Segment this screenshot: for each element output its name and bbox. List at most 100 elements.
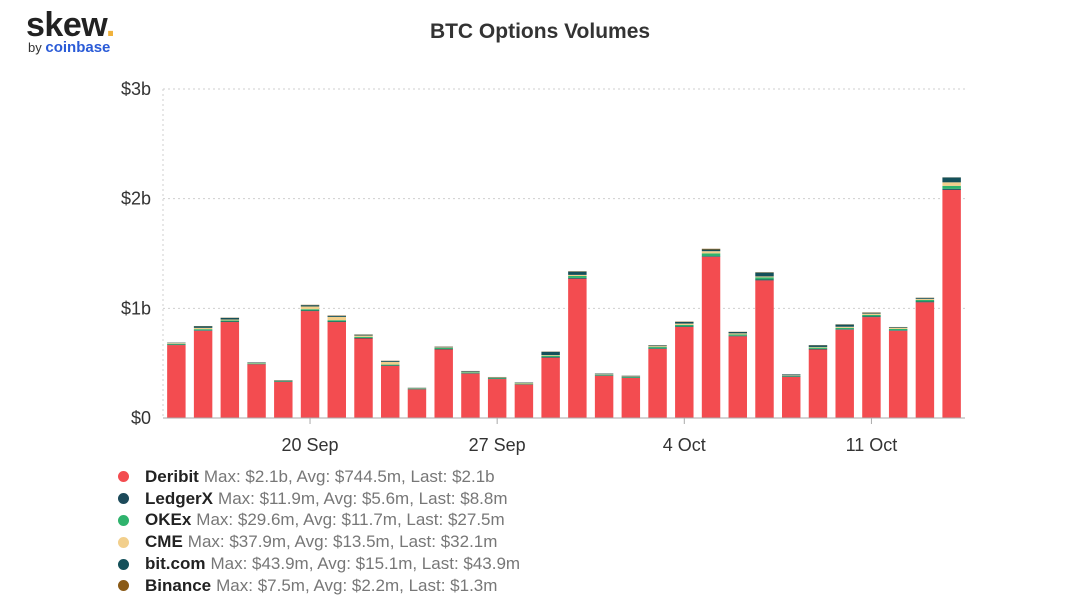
- bar-segment-deribit: [434, 349, 453, 418]
- bar-segment-ledgerx: [755, 279, 774, 281]
- bar-segment-bit-com: [888, 327, 908, 328]
- bar-segment-okex: [514, 383, 534, 385]
- bar-segment-bit-com: [568, 271, 587, 275]
- bar-segment-deribit: [915, 302, 935, 418]
- bar-segment-ledgerx: [300, 310, 320, 312]
- bar-segment-okex: [701, 253, 721, 257]
- bar-segment-okex: [407, 388, 427, 390]
- bar-segment-ledgerx: [942, 188, 961, 190]
- bar-segment-cme: [888, 327, 908, 329]
- bar-segment-okex: [354, 336, 373, 338]
- bar-segment-cme: [915, 298, 935, 300]
- x-tick-label: 27 Sep: [469, 435, 526, 455]
- y-tick-label: $0: [131, 408, 151, 428]
- bar-segment-okex: [247, 363, 266, 364]
- legend-item: LedgerX Max: $11.9m, Avg: $5.6m, Last: $8…: [118, 488, 520, 510]
- bar-segment-cme: [862, 313, 881, 315]
- bar-segment-bit-com: [862, 312, 881, 314]
- bar-segment-deribit: [354, 338, 373, 418]
- bar-segment-okex: [434, 347, 453, 350]
- bar-segment-ledgerx: [675, 326, 694, 327]
- bar-segment-okex: [487, 377, 507, 379]
- legend-series-name: LedgerX: [145, 488, 214, 508]
- bar-segment-bit-com: [541, 351, 560, 356]
- bar-segment-cme: [167, 343, 186, 344]
- bar-segment-deribit: [220, 322, 240, 418]
- bar-segment-okex: [835, 327, 854, 330]
- bar-segment-ledgerx: [888, 330, 908, 331]
- bar-segment-ledgerx: [327, 321, 346, 323]
- bar-segment-okex: [274, 380, 293, 382]
- bar-segment-ledgerx: [648, 348, 667, 349]
- legend-item: Binance Max: $7.5m, Avg: $2.2m, Last: $1.…: [118, 575, 520, 597]
- bar-segment-ledgerx: [701, 256, 721, 257]
- legend-dot: [118, 558, 129, 570]
- bar-segment-bit-com: [300, 305, 320, 307]
- bar-segment-bit-com: [461, 371, 480, 372]
- logo-dot: .: [105, 6, 115, 44]
- bar-segment-cme: [648, 346, 667, 348]
- bar-segment-cme: [755, 276, 774, 278]
- bar-segment-bit-com: [220, 317, 240, 320]
- legend-item: Deribit Max: $2.1b, Avg: $744.5m, Last: $…: [118, 466, 520, 488]
- bar-segment-okex: [381, 364, 400, 366]
- bar-segment-deribit: [541, 357, 560, 418]
- bar-segment-bit-com: [915, 297, 935, 299]
- bar-segment-ledgerx: [568, 277, 587, 279]
- bar-segment-okex: [888, 328, 908, 331]
- chart-legend: Deribit Max: $2.1b, Avg: $744.5m, Last: $…: [118, 466, 520, 597]
- bar-segment-cme: [541, 355, 560, 356]
- bar-segment-okex: [782, 375, 801, 377]
- bar-segment-deribit: [862, 317, 881, 418]
- bar-segment-deribit: [274, 381, 293, 418]
- bar-segment-okex: [193, 329, 213, 331]
- bar-segment-ledgerx: [354, 337, 373, 339]
- bar-segment-deribit: [487, 379, 507, 418]
- bar-segment-bit-com: [675, 321, 694, 324]
- y-tick-label: $1b: [121, 298, 151, 318]
- bar-segment-cme: [354, 335, 373, 337]
- bar-segment-okex: [915, 299, 935, 302]
- bar-segment-okex: [755, 277, 774, 280]
- legend-series-name: Deribit: [145, 466, 199, 486]
- bar-segment-bit-com: [782, 374, 801, 376]
- legend-series-stats: Max: $37.9m, Avg: $13.5m, Last: $32.1m: [187, 532, 498, 552]
- bar-segment-deribit: [755, 280, 774, 418]
- legend-item: bit.com Max: $43.9m, Avg: $15.1m, Last: $…: [118, 553, 520, 575]
- bar-segment-cme: [434, 347, 453, 348]
- bar-segment-cme: [193, 327, 213, 330]
- bar-segment-deribit: [782, 376, 801, 419]
- bar-segment-bit-com: [434, 346, 453, 348]
- bar-segment-okex: [327, 320, 346, 322]
- bar-segment-cme: [675, 323, 694, 325]
- bar-segment-okex: [541, 355, 560, 358]
- bar-segment-bit-com: [621, 375, 641, 377]
- bar-segment-okex: [648, 347, 667, 349]
- bar-segment-bit-com: [327, 315, 346, 317]
- bar-segment-ledgerx: [915, 301, 935, 303]
- bar-segment-cme: [300, 306, 320, 310]
- bar-segment-okex: [728, 334, 747, 336]
- bar-segment-cme: [568, 274, 587, 276]
- skew-logo: skew. by coinbase: [26, 8, 115, 55]
- legend-dot: [118, 536, 129, 548]
- bar-segment-bit-com: [728, 332, 747, 334]
- bar-segment-deribit: [728, 336, 747, 418]
- bar-segment-deribit: [808, 349, 828, 418]
- bar-segment-bit-com: [835, 324, 854, 327]
- bar-segment-cme: [220, 319, 240, 321]
- bar-segment-deribit: [701, 256, 721, 418]
- bar-segment-deribit: [888, 330, 908, 418]
- bar-segment-okex: [594, 374, 614, 376]
- bar-segment-ledgerx: [808, 348, 828, 350]
- bar-segment-cme: [381, 361, 400, 365]
- bar-segment-ledgerx: [220, 321, 240, 323]
- bar-segment-bit-com: [648, 345, 667, 347]
- legend-series-stats: Max: $43.9m, Avg: $15.1m, Last: $43.9m: [210, 554, 521, 574]
- bar-segment-okex: [862, 314, 881, 317]
- bar-segment-deribit: [247, 364, 266, 418]
- logo-wordmark: skew.: [26, 6, 115, 44]
- bar-segment-okex: [808, 347, 828, 349]
- bar-segment-cme: [808, 346, 828, 348]
